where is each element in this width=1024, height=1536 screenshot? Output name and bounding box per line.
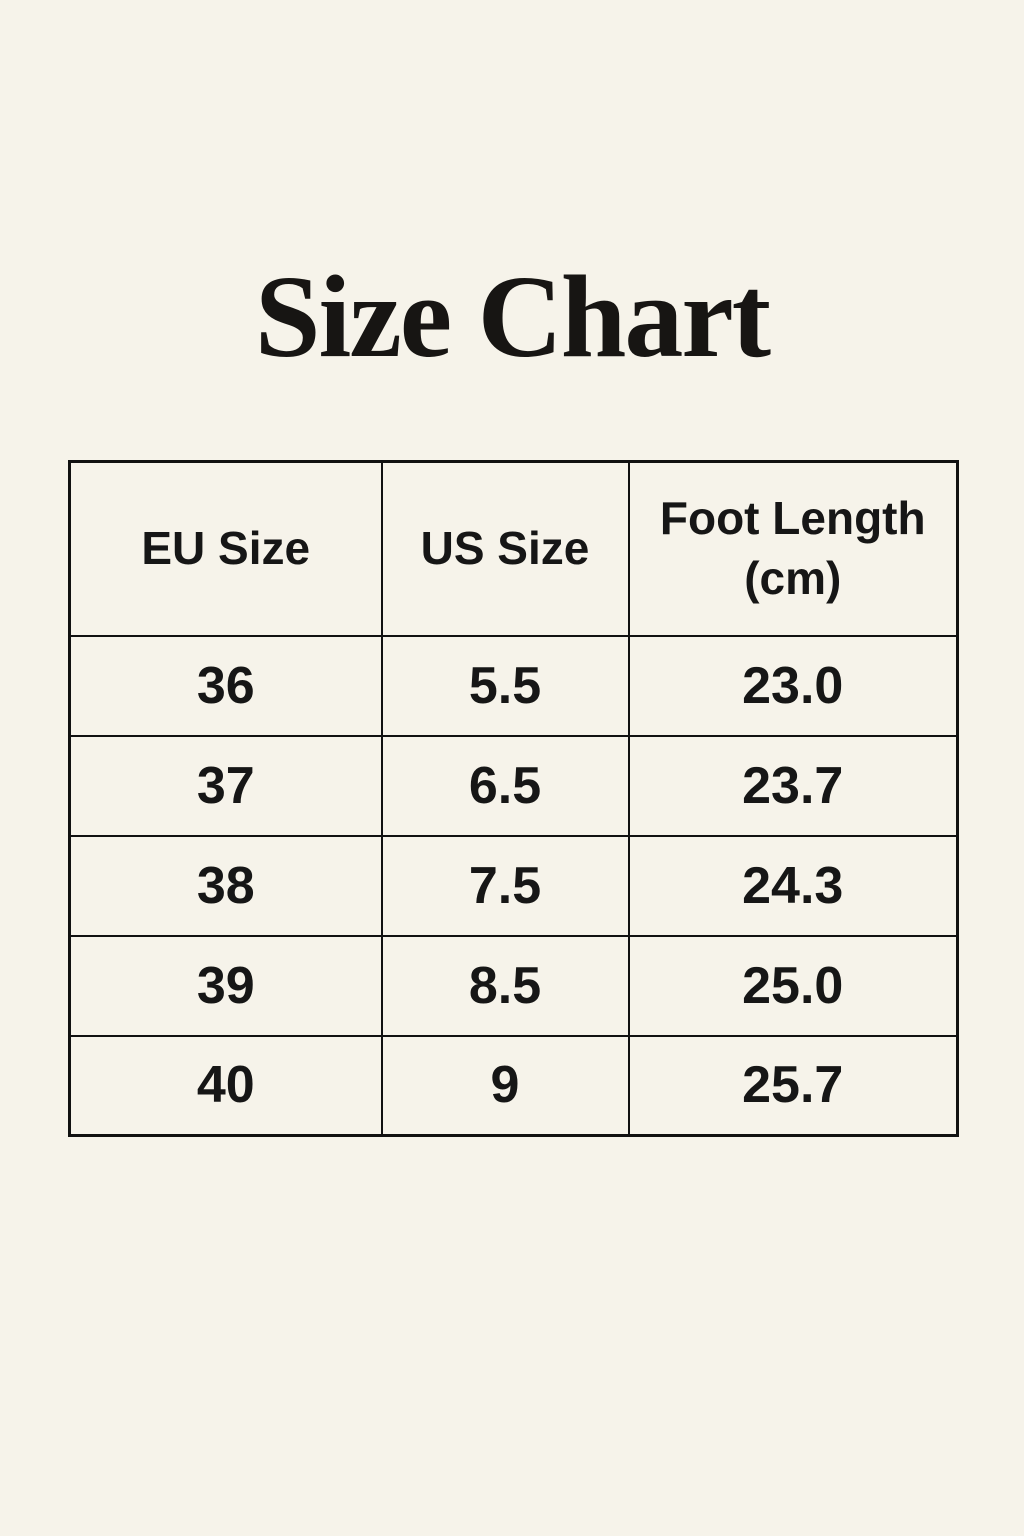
cell-foot-length: 24.3 <box>627 834 959 937</box>
table-row: 39 8.5 25.0 <box>68 934 959 1037</box>
table-row: 38 7.5 24.3 <box>68 834 959 937</box>
size-table-container: EU Size US Size Foot Length (cm) 36 5.5 … <box>68 460 959 1137</box>
cell-us-size: 7.5 <box>380 834 630 937</box>
header-eu-size: EU Size <box>68 460 383 637</box>
header-us-size: US Size <box>380 460 630 637</box>
table-row: 37 6.5 23.7 <box>68 734 959 837</box>
size-table: EU Size US Size Foot Length (cm) 36 5.5 … <box>68 460 959 1137</box>
cell-eu-size: 40 <box>68 1034 383 1137</box>
table-row: 40 9 25.7 <box>68 1034 959 1137</box>
header-foot-length: Foot Length (cm) <box>627 460 959 637</box>
header-row: EU Size US Size Foot Length (cm) <box>68 460 959 637</box>
cell-eu-size: 38 <box>68 834 383 937</box>
cell-eu-size: 37 <box>68 734 383 837</box>
cell-us-size: 5.5 <box>380 634 630 737</box>
cell-us-size: 6.5 <box>380 734 630 837</box>
cell-eu-size: 39 <box>68 934 383 1037</box>
size-table-header: EU Size US Size Foot Length (cm) <box>68 460 959 637</box>
cell-foot-length: 23.0 <box>627 634 959 737</box>
cell-us-size: 8.5 <box>380 934 630 1037</box>
cell-eu-size: 36 <box>68 634 383 737</box>
table-row: 36 5.5 23.0 <box>68 634 959 737</box>
page-title: Size Chart <box>254 251 771 382</box>
cell-foot-length: 25.0 <box>627 934 959 1037</box>
cell-foot-length: 25.7 <box>627 1034 959 1137</box>
cell-foot-length: 23.7 <box>627 734 959 837</box>
size-table-body: 36 5.5 23.0 37 6.5 23.7 38 7.5 24.3 39 8… <box>68 634 959 1137</box>
cell-us-size: 9 <box>380 1034 630 1137</box>
